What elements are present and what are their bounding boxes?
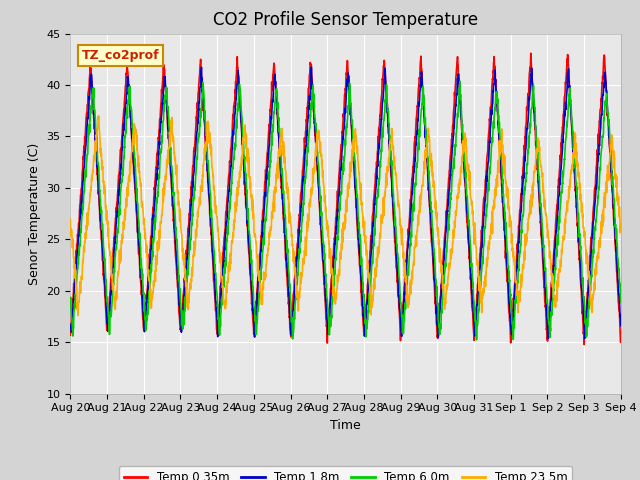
- Text: TZ_co2prof: TZ_co2prof: [81, 49, 159, 62]
- Y-axis label: Senor Temperature (C): Senor Temperature (C): [28, 143, 41, 285]
- Legend: Temp 0.35m, Temp 1.8m, Temp 6.0m, Temp 23.5m: Temp 0.35m, Temp 1.8m, Temp 6.0m, Temp 2…: [119, 466, 572, 480]
- Title: CO2 Profile Sensor Temperature: CO2 Profile Sensor Temperature: [213, 11, 478, 29]
- X-axis label: Time: Time: [330, 419, 361, 432]
